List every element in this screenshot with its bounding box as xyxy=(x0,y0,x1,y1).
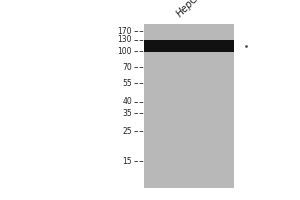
Text: 100: 100 xyxy=(118,46,132,55)
Text: 170: 170 xyxy=(118,26,132,36)
Text: HepG2: HepG2 xyxy=(174,0,205,19)
Text: 15: 15 xyxy=(122,156,132,166)
Text: 40: 40 xyxy=(122,98,132,106)
Text: 55: 55 xyxy=(122,78,132,88)
Bar xyxy=(144,24,234,188)
Text: 70: 70 xyxy=(122,62,132,72)
Text: 35: 35 xyxy=(122,108,132,117)
Text: 25: 25 xyxy=(122,127,132,136)
Text: 130: 130 xyxy=(118,36,132,45)
Bar xyxy=(144,40,234,51)
